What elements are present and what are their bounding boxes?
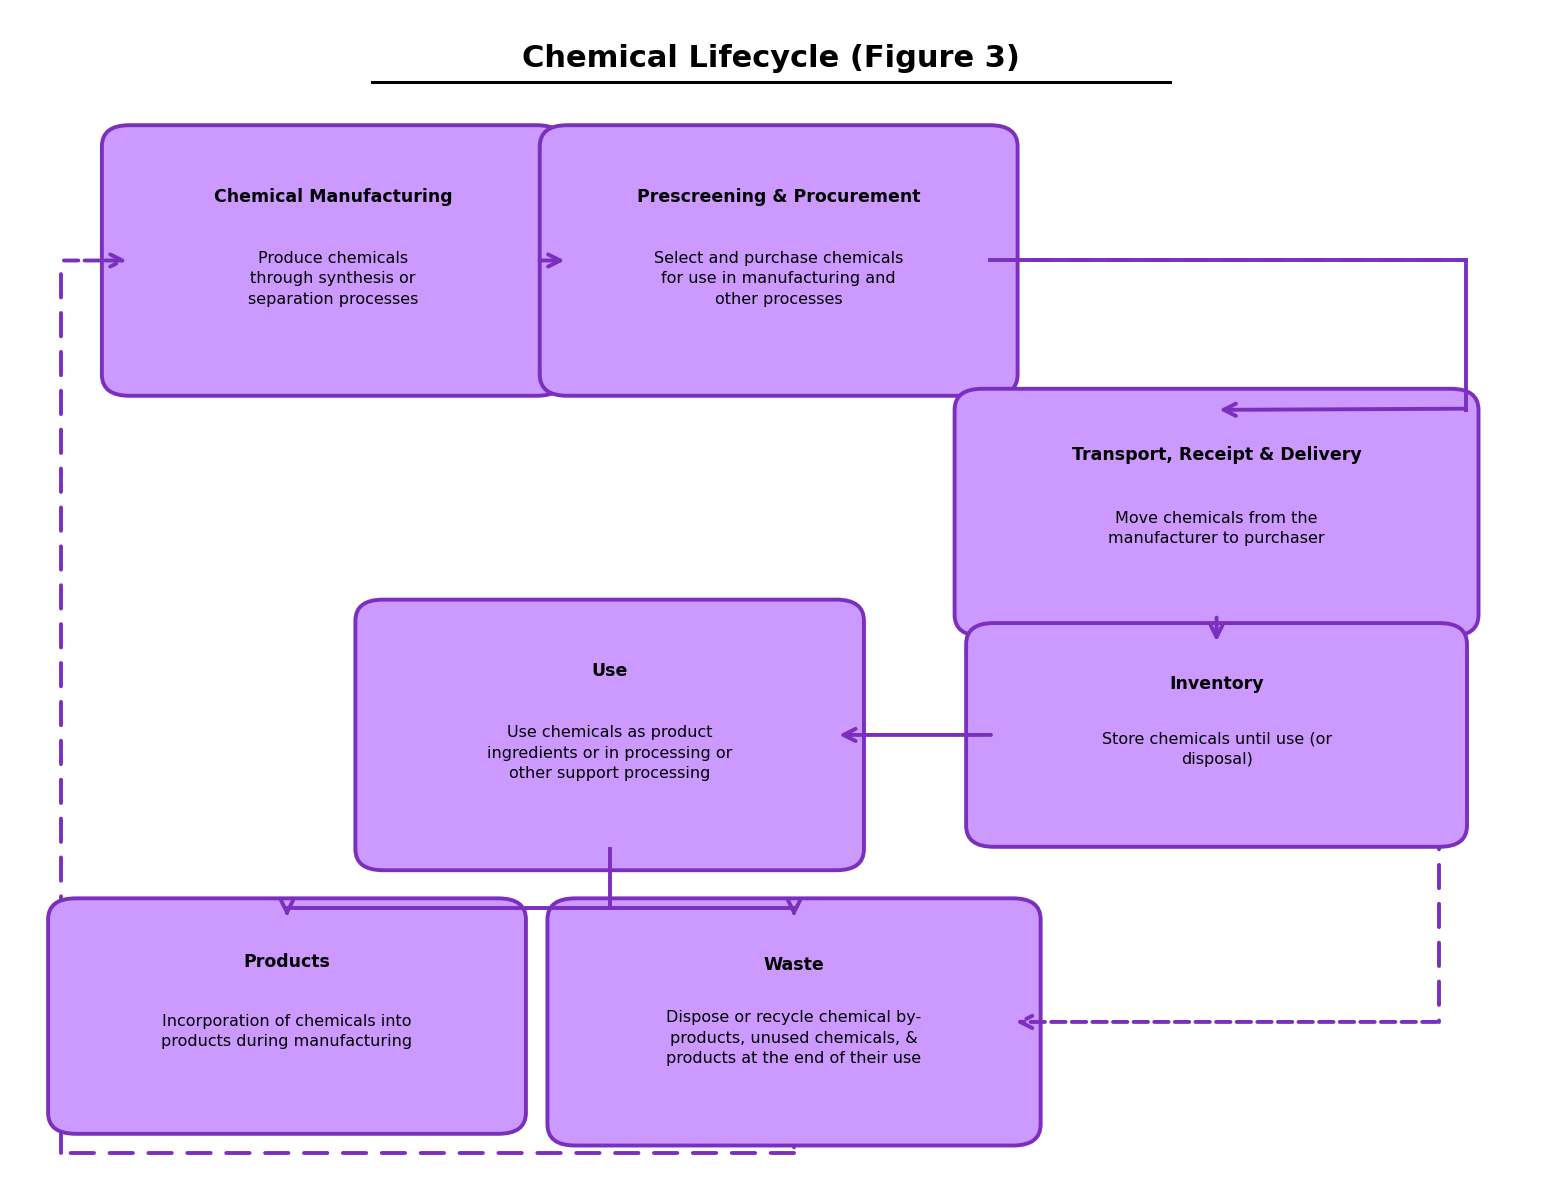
Text: Use chemicals as product
ingredients or in processing or
other support processin: Use chemicals as product ingredients or … (487, 725, 732, 782)
Text: Inventory: Inventory (1169, 676, 1264, 693)
Text: Store chemicals until use (or
disposal): Store chemicals until use (or disposal) (1101, 732, 1332, 767)
Text: Waste: Waste (763, 956, 825, 973)
FancyBboxPatch shape (540, 125, 1018, 395)
Text: Chemical Manufacturing: Chemical Manufacturing (214, 187, 452, 206)
FancyBboxPatch shape (967, 623, 1466, 846)
FancyBboxPatch shape (102, 125, 564, 395)
FancyBboxPatch shape (355, 599, 864, 870)
Text: Use: Use (592, 661, 628, 680)
Text: Dispose or recycle chemical by-
products, unused chemicals, &
products at the en: Dispose or recycle chemical by- products… (666, 1010, 922, 1066)
Text: Transport, Receipt & Delivery: Transport, Receipt & Delivery (1072, 446, 1362, 464)
Text: Produce chemicals
through synthesis or
separation processes: Produce chemicals through synthesis or s… (248, 251, 418, 307)
FancyBboxPatch shape (954, 388, 1479, 636)
Text: Incorporation of chemicals into
products during manufacturing: Incorporation of chemicals into products… (162, 1013, 413, 1049)
Text: Prescreening & Procurement: Prescreening & Procurement (637, 187, 921, 206)
Text: Move chemicals from the
manufacturer to purchaser: Move chemicals from the manufacturer to … (1109, 511, 1325, 546)
Text: Products: Products (244, 953, 330, 971)
FancyBboxPatch shape (547, 898, 1041, 1145)
Text: Select and purchase chemicals
for use in manufacturing and
other processes: Select and purchase chemicals for use in… (654, 251, 904, 307)
Text: Chemical Lifecycle (Figure 3): Chemical Lifecycle (Figure 3) (523, 44, 1019, 73)
FancyBboxPatch shape (48, 898, 526, 1133)
